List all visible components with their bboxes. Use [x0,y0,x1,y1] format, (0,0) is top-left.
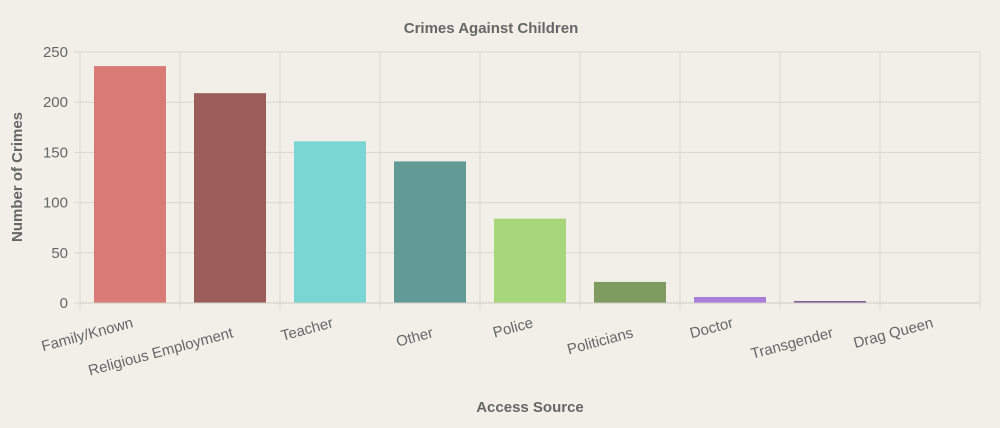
bar-teacher [294,141,366,303]
bar-doctor [694,296,766,303]
bar-layer [94,66,866,303]
x-tick-label: Doctor [688,314,735,342]
y-tick-label: 50 [51,245,68,262]
x-tick-label: Drag Queen [852,314,935,352]
x-tick-label: Police [491,314,535,341]
y-tick-label: 200 [43,94,68,111]
x-axis-title: Access Source [476,399,584,416]
bar-other [394,161,466,303]
bar-politicians [594,281,666,303]
x-tick-label: Transgender [749,324,835,362]
chart-title: Crimes Against Children [404,20,578,37]
bar-transgender [794,300,866,303]
y-tick-label: 250 [43,44,68,61]
y-tick-label: 150 [43,144,68,161]
x-tick-label: Other [394,324,435,350]
bar-police [494,218,566,303]
x-tick-label: Teacher [279,314,335,344]
y-axis-title: Number of Crimes [9,112,26,242]
bar-family-known [94,66,166,303]
bar-religious-employment [194,93,266,303]
x-tick-label: Politicians [565,324,635,358]
y-tick-label: 100 [43,195,68,212]
x-tick-label: Family/Known [40,314,135,355]
y-tick-label: 0 [60,295,68,312]
